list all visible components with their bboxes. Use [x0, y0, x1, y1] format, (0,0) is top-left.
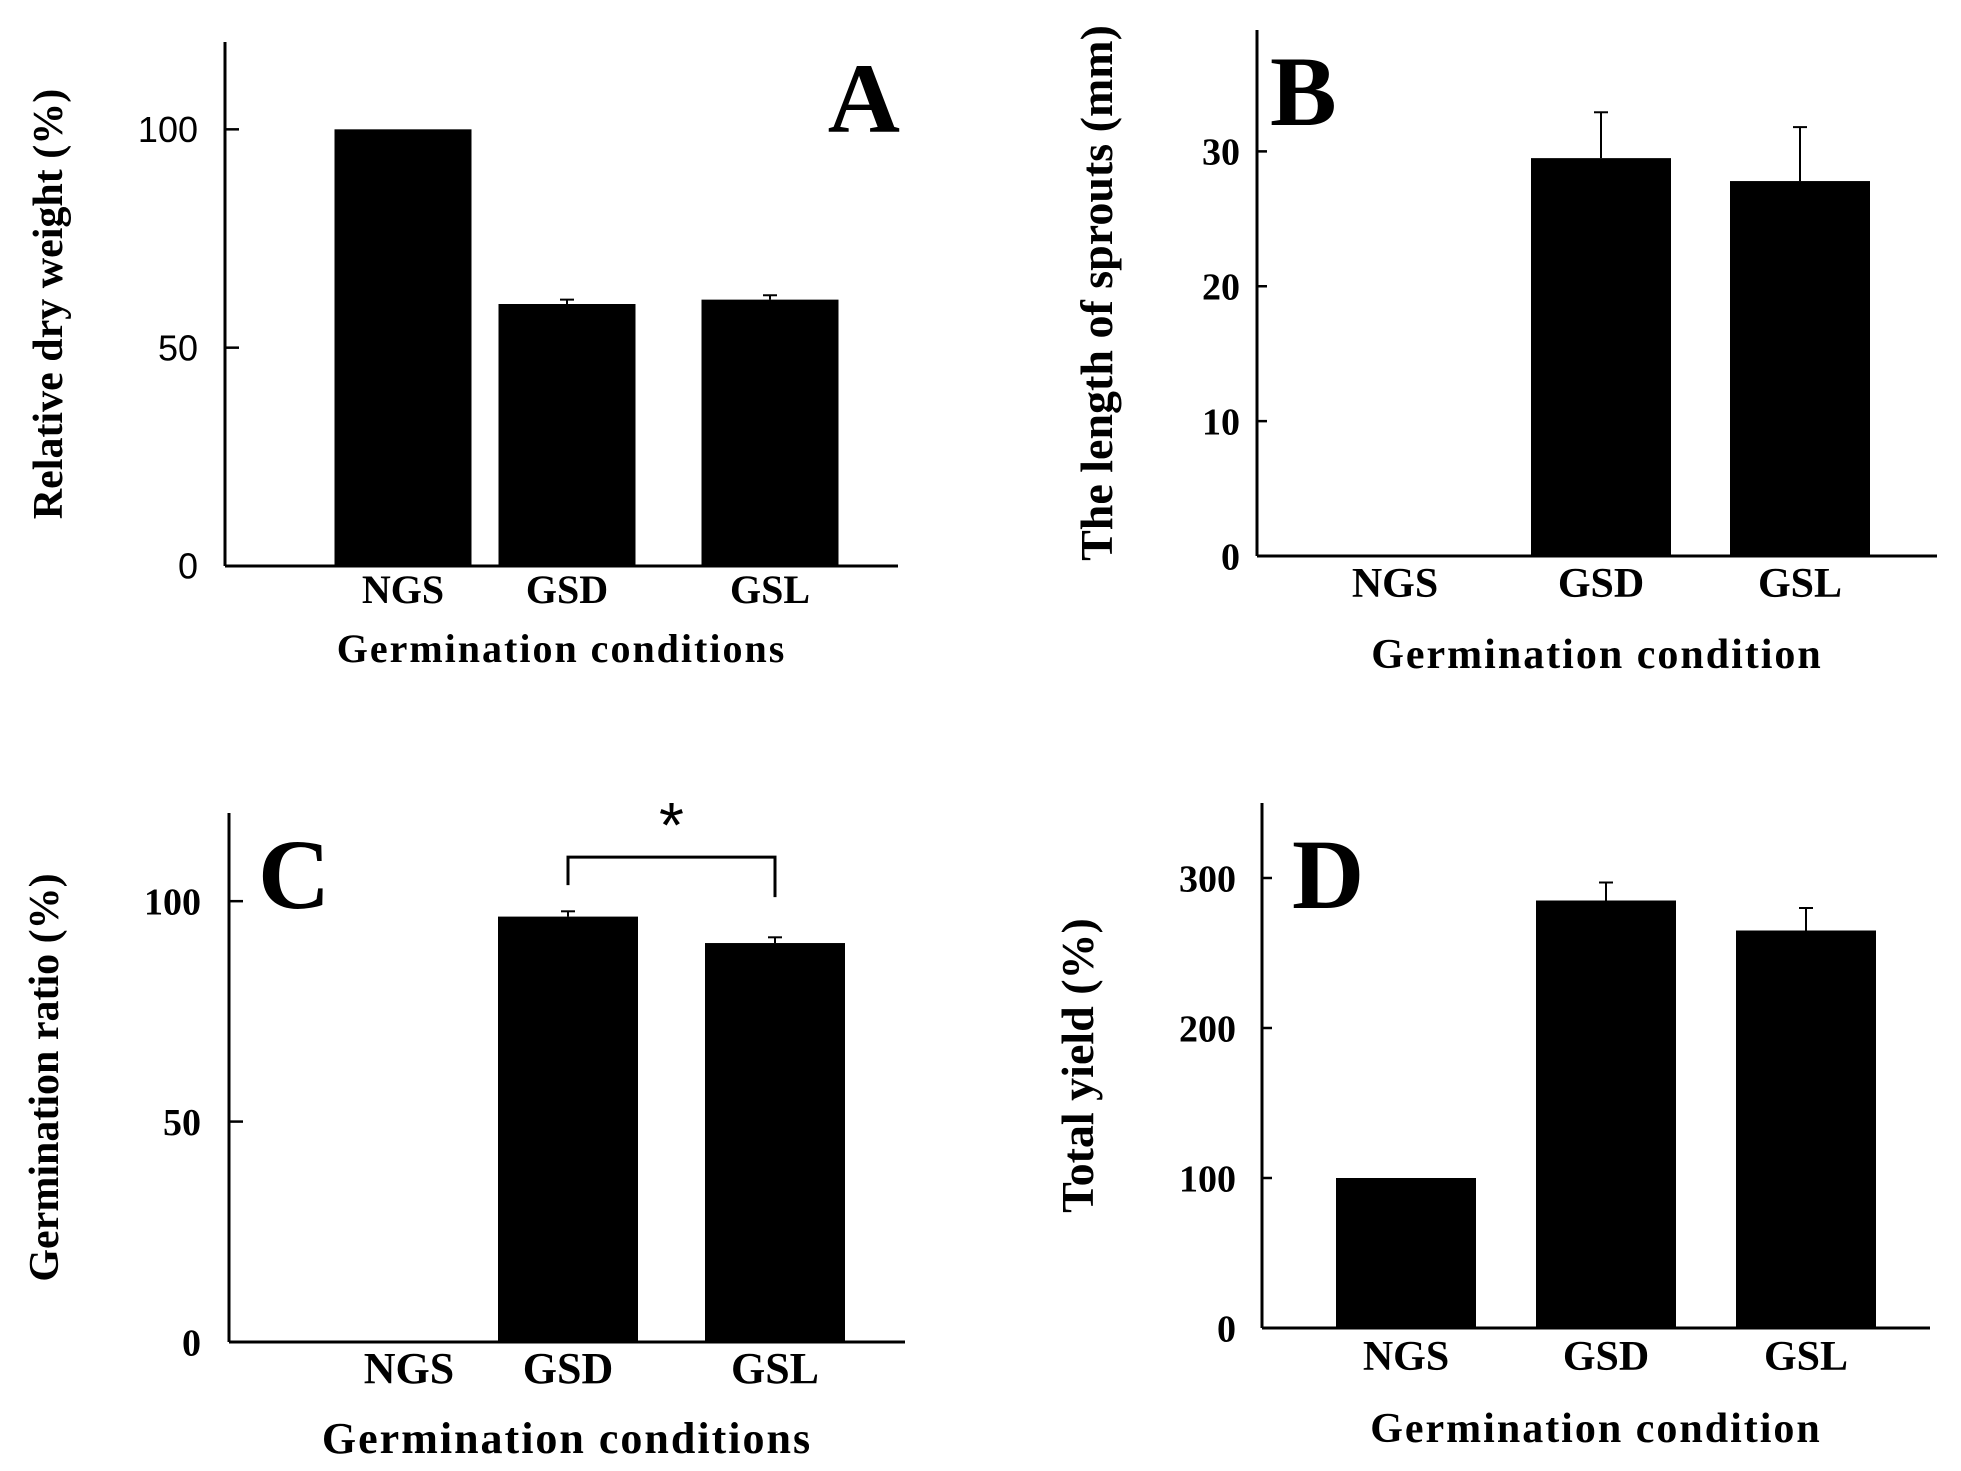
panel-letter: C — [258, 819, 330, 930]
y-axis-title: The length of sprouts (mm) — [1071, 25, 1122, 561]
y-tick-label: 100 — [138, 109, 198, 150]
bar-gsd — [1536, 900, 1676, 1328]
panel-letter: B — [1270, 36, 1337, 147]
bar-ngs — [334, 129, 472, 567]
y-tick-label: 0 — [1221, 536, 1240, 578]
category-label-gsd: GSD — [523, 1344, 613, 1393]
y-tick-label: 100 — [1179, 1158, 1236, 1200]
x-axis-title: Germination condition — [1370, 1406, 1822, 1452]
panel-letter: D — [1292, 819, 1364, 930]
bar-gsl — [1730, 181, 1870, 557]
y-tick-label: 0 — [1217, 1308, 1236, 1350]
category-label-gsd: GSD — [1563, 1334, 1649, 1380]
panel-letter: A — [828, 43, 900, 154]
y-tick-label: 50 — [163, 1102, 201, 1144]
y-tick-label: 10 — [1202, 401, 1240, 443]
y-tick-label: 30 — [1202, 132, 1240, 174]
y-tick-label: 200 — [1179, 1008, 1236, 1050]
category-label-gsl: GSL — [731, 1344, 819, 1393]
bar-gsd — [498, 304, 636, 566]
y-axis-title: Relative dry weight (%) — [26, 89, 72, 519]
panel-b: 0 10 20 30 NGS GSD GSL Germination condition The… — [1071, 25, 1937, 678]
category-label-ngs: NGS — [1352, 561, 1438, 607]
x-axis-title: Germination conditions — [337, 626, 787, 671]
y-tick-label: 20 — [1202, 267, 1240, 309]
x-axis-title: Germination condition — [1371, 632, 1823, 678]
significance-marker: * — [659, 789, 684, 861]
significance-bracket — [566, 855, 777, 898]
bar-gsl — [1736, 930, 1876, 1328]
bar-gsd — [1531, 158, 1671, 556]
category-label-ngs: NGS — [364, 1344, 454, 1393]
bar-ngs — [1336, 1178, 1476, 1328]
category-label-gsd: GSD — [526, 567, 608, 612]
category-label-gsd: GSD — [1558, 561, 1644, 607]
category-label-gsl: GSL — [1764, 1334, 1848, 1380]
y-axis-title: Germination ratio (%) — [22, 873, 68, 1281]
category-label-gsl: GSL — [730, 567, 810, 612]
category-label-gsl: GSL — [1758, 561, 1842, 607]
y-tick-label: 100 — [144, 881, 201, 923]
category-label-ngs: NGS — [1363, 1334, 1449, 1380]
panel-d: 0 100 200 300 NGS GSD GSL Germination condition… — [1052, 803, 1930, 1452]
category-label-ngs: NGS — [362, 567, 444, 612]
y-tick-label: 0 — [182, 1322, 201, 1364]
bar-gsl — [705, 943, 845, 1342]
bar-gsd — [498, 916, 638, 1342]
x-axis-title: Germination conditions — [322, 1414, 812, 1463]
panel-c: 0 50 100 NGS GSD GSL Germination conditions Ger… — [22, 789, 905, 1463]
y-tick-label: 50 — [158, 327, 198, 368]
panel-a: 0 50 100 NGS GSD GSL Germination conditions Rel… — [26, 42, 900, 671]
y-axis-title: Total yield (%) — [1052, 918, 1103, 1213]
bar-gsl — [701, 299, 839, 566]
y-tick-label: 0 — [178, 546, 198, 587]
y-tick-label: 300 — [1179, 858, 1236, 900]
